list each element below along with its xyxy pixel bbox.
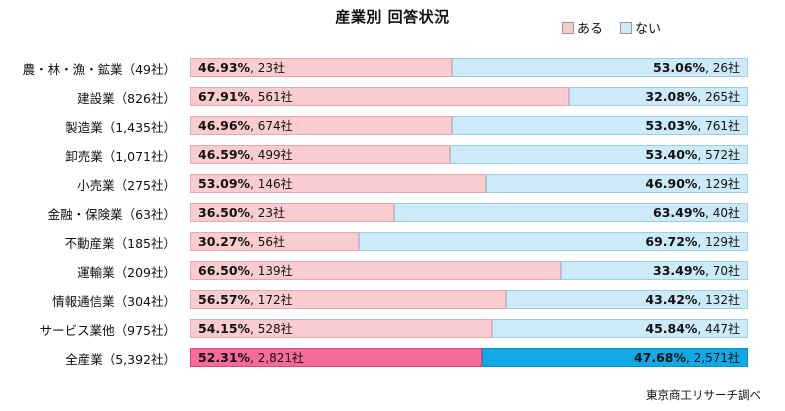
data-label-pct: 63.49% — [653, 205, 706, 220]
data-label-aru: 46.93%, 23社 — [198, 60, 285, 75]
data-label-pct: 52.31% — [198, 350, 251, 365]
data-label-aru: 66.50%, 139社 — [198, 263, 293, 278]
data-label-pct: 53.09% — [198, 176, 251, 191]
bar-segment-nai — [569, 87, 748, 106]
data-label-nai: 45.84%, 447社 — [645, 321, 740, 336]
category-label: 不動産業（185社） — [64, 236, 176, 251]
data-label-pct: 46.90% — [645, 176, 698, 191]
category-label: 小売業（275社） — [77, 178, 176, 193]
category-label: 建設業（826社） — [77, 91, 176, 106]
data-label-pct: 69.72% — [645, 234, 698, 249]
data-label-pct: 36.50% — [198, 205, 251, 220]
data-label-pct: 53.03% — [645, 118, 698, 133]
category-label: サービス業他（975社） — [39, 323, 176, 338]
bar-segment-nai — [506, 290, 748, 309]
legend-label-aru: ある — [577, 22, 604, 37]
category-label: 製造業（1,435社） — [65, 120, 176, 135]
data-label-nai: 69.72%, 129社 — [645, 234, 740, 249]
data-label-aru: 30.27%, 56社 — [198, 234, 285, 249]
data-label-aru: 54.15%, 528社 — [198, 321, 293, 336]
bar-segment-aru — [190, 348, 482, 367]
data-label-nai: 63.49%, 40社 — [653, 205, 740, 220]
data-label-nai: 46.90%, 129社 — [645, 176, 740, 191]
bar-segment-nai — [561, 261, 748, 280]
bar-segment-nai — [359, 232, 748, 251]
bar-segment-aru — [190, 116, 452, 135]
data-label-pct: 30.27% — [198, 234, 251, 249]
data-label-nai: 53.03%, 761社 — [645, 118, 740, 133]
data-label-pct: 46.59% — [198, 147, 251, 162]
data-label-aru: 53.09%, 146社 — [198, 176, 293, 191]
bar-segment-nai — [486, 174, 748, 193]
bar-segment-aru — [190, 145, 450, 164]
data-label-pct: 47.68% — [633, 350, 687, 365]
bar-segment-aru — [190, 261, 561, 280]
legend-item-aru: ある — [562, 18, 603, 37]
data-label-aru: 46.96%, 674社 — [198, 118, 293, 133]
legend-item-nai: ない — [620, 18, 661, 37]
category-label: 卸売業（1,071社） — [65, 149, 176, 164]
bar-segment-aru — [190, 203, 394, 222]
data-label-pct: 33.49% — [653, 263, 706, 278]
data-label-nai: 32.08%, 265社 — [645, 89, 740, 104]
data-label-aru: 52.31%, 2,821社 — [198, 350, 305, 365]
data-label-aru: 67.91%, 561社 — [198, 89, 293, 104]
bar-segment-nai — [492, 319, 748, 338]
data-label-nai: 53.06%, 26社 — [653, 60, 740, 75]
bar-segment-nai — [452, 58, 748, 77]
bar-segment-aru — [190, 87, 569, 106]
data-label-nai: 33.49%, 70社 — [653, 263, 740, 278]
bar-segment-aru — [190, 58, 452, 77]
data-label-pct: 67.91% — [198, 89, 251, 104]
category-label: 情報通信業（304社） — [52, 294, 176, 309]
source-note: 東京商工リサーチ調べ — [646, 388, 761, 402]
bar-segment-aru — [190, 290, 506, 309]
data-label-pct: 43.42% — [645, 292, 698, 307]
data-label-nai: 53.40%, 572社 — [645, 147, 740, 162]
data-label-pct: 46.96% — [198, 118, 251, 133]
bar-segment-nai — [450, 145, 748, 164]
category-label: 全産業（5,392社） — [65, 352, 176, 367]
data-label-pct: 45.84% — [645, 321, 698, 336]
category-label: 金融・保険業（63社） — [47, 207, 176, 222]
bar-segment-nai — [482, 348, 748, 367]
data-label-pct: 54.15% — [198, 321, 251, 336]
data-label-pct: 56.57% — [198, 292, 251, 307]
data-label-nai: 43.42%, 132社 — [645, 292, 740, 307]
data-label-pct: 46.93% — [198, 60, 251, 75]
legend-swatch-aru — [562, 21, 574, 34]
bar-segment-aru — [190, 174, 486, 193]
data-label-pct: 66.50% — [198, 263, 251, 278]
data-label-aru: 46.59%, 499社 — [198, 147, 293, 162]
bar-segment-nai — [452, 116, 748, 135]
category-label: 運輸業（209社） — [77, 265, 176, 280]
data-label-aru: 36.50%, 23社 — [198, 205, 285, 220]
data-label-pct: 53.40% — [645, 147, 698, 162]
data-label-pct: 32.08% — [645, 89, 698, 104]
data-label-aru: 56.57%, 172社 — [198, 292, 293, 307]
chart-title: 産業別 回答状況 — [335, 8, 450, 26]
data-label-pct: 53.06% — [653, 60, 706, 75]
legend-swatch-nai — [620, 21, 632, 34]
legend-label-nai: ない — [635, 22, 662, 37]
category-label: 農・林・漁・鉱業（49社） — [22, 62, 176, 77]
bar-segment-nai — [394, 203, 748, 222]
bar-segment-aru — [190, 232, 359, 251]
bar-segment-aru — [190, 319, 492, 338]
data-label-nai: 47.68%, 2,571社 — [633, 350, 740, 365]
